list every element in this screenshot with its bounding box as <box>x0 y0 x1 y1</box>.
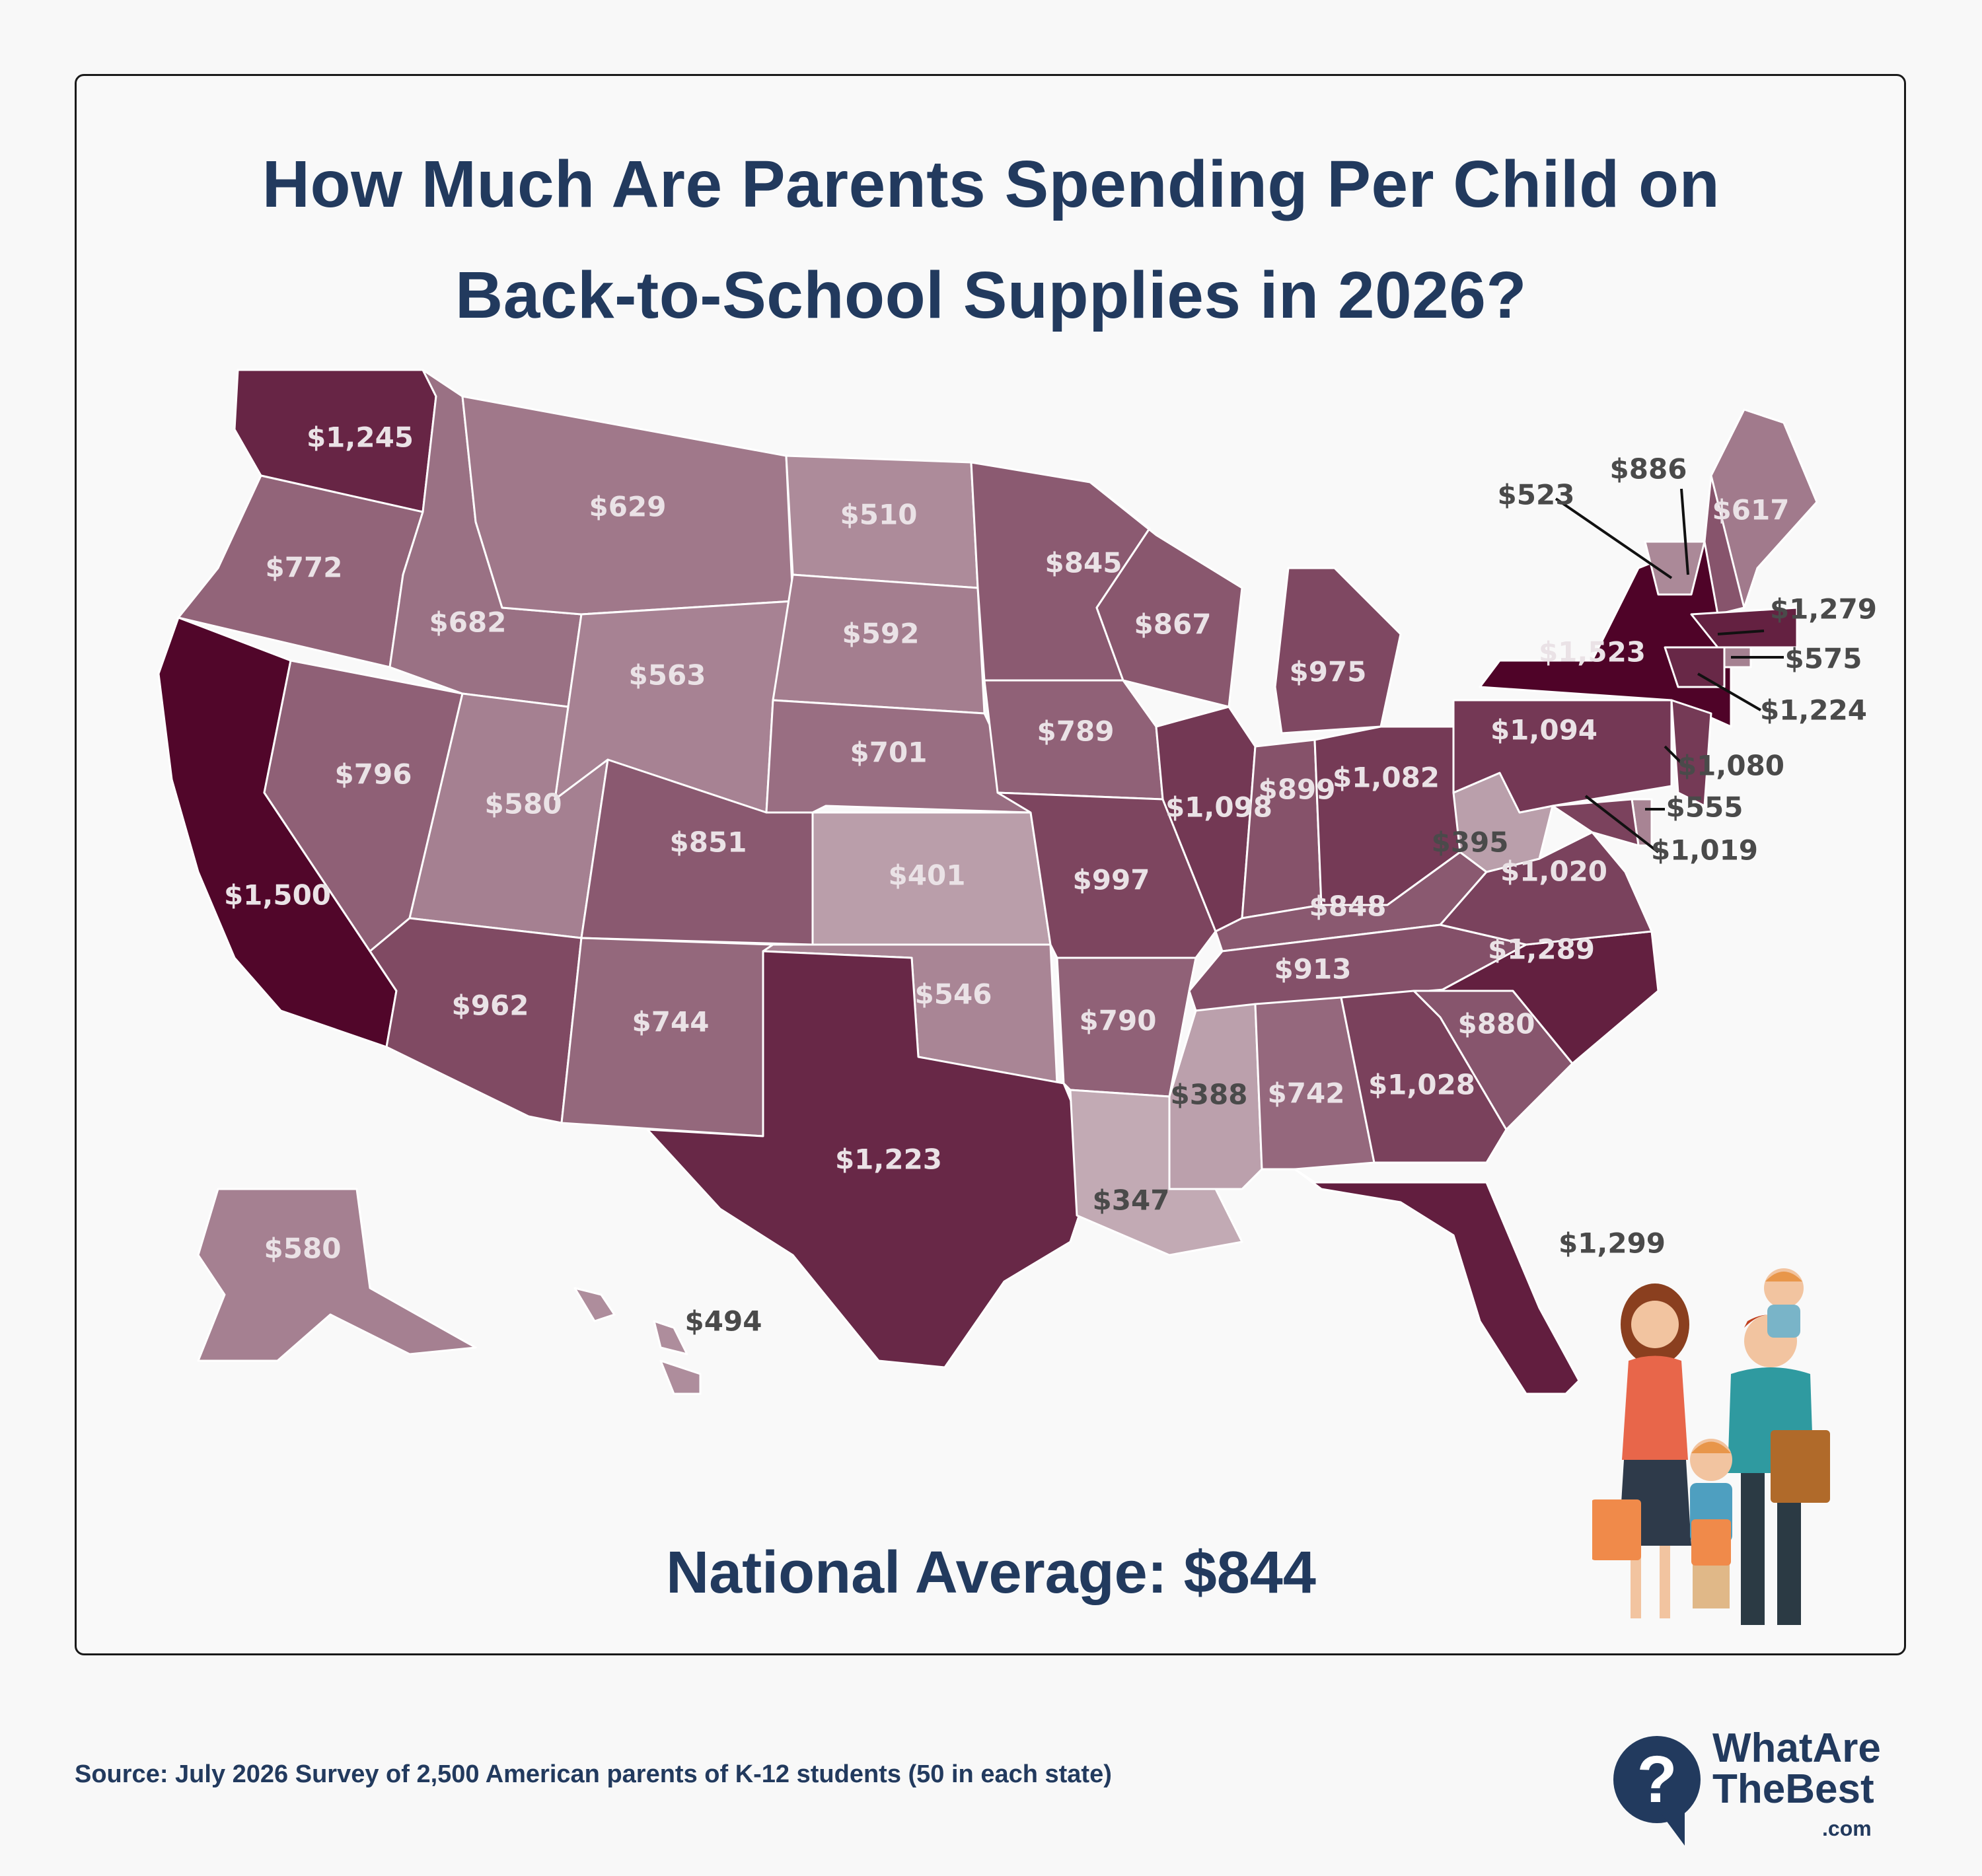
mother-shopping-bag <box>1592 1499 1641 1560</box>
page-title: How Much Are Parents Spending Per Child … <box>0 129 1982 351</box>
value-label-mo: $997 <box>1073 864 1150 896</box>
state-ct <box>1664 646 1726 688</box>
state-pa <box>1452 699 1673 814</box>
value-label-wa: $1,245 <box>307 421 414 454</box>
leader-lines-layer <box>1555 488 1784 853</box>
value-label-ms: $388 <box>1171 1079 1248 1111</box>
family-illustration <box>1592 1268 1830 1625</box>
value-label-wy: $563 <box>629 659 706 692</box>
value-label-wi: $867 <box>1134 608 1212 641</box>
value-label-al: $742 <box>1268 1077 1345 1110</box>
states-layer <box>157 369 1818 1395</box>
value-label-nd: $510 <box>840 499 918 531</box>
value-label-mt: $629 <box>589 491 667 523</box>
value-label-ia: $789 <box>1037 715 1115 748</box>
value-label-ma: $1,279 <box>1770 593 1877 626</box>
whatarethebest-logo[interactable]: ? WhatAre TheBest .com <box>1612 1724 1909 1856</box>
value-label-nv: $796 <box>335 758 412 791</box>
leader-line-nj <box>1664 745 1683 764</box>
value-label-ne: $701 <box>850 737 928 769</box>
leader-line-md <box>1584 795 1660 853</box>
value-label-ak: $580 <box>264 1233 342 1265</box>
father-shopping-bag <box>1771 1430 1830 1503</box>
value-label-or: $772 <box>266 552 343 584</box>
value-label-ct: $1,224 <box>1760 694 1867 727</box>
value-label-fl: $1,299 <box>1559 1227 1666 1260</box>
value-label-sd: $592 <box>842 618 920 650</box>
state-ne <box>765 699 1032 814</box>
value-label-ks: $401 <box>889 859 966 892</box>
state-fl <box>1294 1168 1580 1395</box>
value-label-ny: $1,523 <box>1539 636 1646 668</box>
value-label-sc: $880 <box>1458 1008 1535 1040</box>
value-label-ut: $580 <box>485 788 562 820</box>
value-label-de: $555 <box>1666 791 1743 824</box>
title-line-1: How Much Are Parents Spending Per Child … <box>262 147 1720 221</box>
state-md <box>1551 798 1640 847</box>
state-tx <box>646 950 1098 1369</box>
source-note: Source: July 2026 Survey of 2,500 Americ… <box>75 1760 1112 1788</box>
value-label-az: $962 <box>452 990 529 1022</box>
leader-line-ct <box>1697 672 1762 711</box>
value-label-ri: $575 <box>1785 643 1862 675</box>
state-me <box>1710 408 1818 609</box>
state-ak <box>197 1188 477 1362</box>
value-label-va: $1,020 <box>1500 855 1607 888</box>
title-line-2: Back-to-School Supplies in 2026? <box>455 258 1527 332</box>
value-label-ca: $1,500 <box>224 879 331 912</box>
value-label-ar: $790 <box>1080 1005 1157 1037</box>
value-label-md: $1,019 <box>1651 834 1758 867</box>
value-label-me: $617 <box>1712 494 1790 526</box>
logo-line-1: WhatAre <box>1712 1725 1881 1771</box>
value-label-ga: $1,028 <box>1368 1069 1475 1101</box>
question-mark-icon: ? <box>1613 1736 1701 1823</box>
value-label-wv: $395 <box>1432 826 1509 859</box>
value-label-in: $899 <box>1259 774 1336 806</box>
value-label-nj: $1,080 <box>1677 750 1784 782</box>
value-label-ky: $848 <box>1309 890 1387 923</box>
value-label-co: $851 <box>670 826 747 859</box>
leader-line-ma <box>1717 630 1765 635</box>
leader-line-vt <box>1555 497 1673 579</box>
state-nj <box>1670 699 1712 807</box>
state-mi <box>1274 567 1402 735</box>
value-label-mn: $845 <box>1045 547 1122 579</box>
value-label-tx: $1,223 <box>835 1143 942 1176</box>
state-wi <box>1089 481 1243 708</box>
value-label-mi: $975 <box>1290 656 1367 688</box>
value-labels-layer: $1,245 $772 $1,500 $796 $682 $629 $563 $580 $962… <box>224 421 1877 1338</box>
state-al <box>1254 996 1376 1171</box>
value-label-ok: $546 <box>915 978 992 1011</box>
mother-face <box>1631 1301 1679 1348</box>
national-average: National Average: $844 <box>666 1540 1316 1606</box>
value-label-vt: $523 <box>1498 479 1575 511</box>
logo-line-2: TheBest <box>1712 1766 1874 1812</box>
logo-speech-tail <box>1658 1810 1685 1846</box>
value-label-pa: $1,094 <box>1490 714 1597 746</box>
logo-line-3: .com <box>1822 1817 1872 1840</box>
mother-shirt <box>1622 1355 1688 1460</box>
state-hi <box>573 1287 702 1395</box>
value-label-oh: $1,082 <box>1333 762 1440 794</box>
value-label-id: $682 <box>429 606 507 639</box>
value-label-nc: $1,289 <box>1488 933 1595 966</box>
leader-line-nh <box>1680 488 1689 575</box>
value-label-il: $1,098 <box>1165 791 1272 824</box>
value-label-nm: $744 <box>632 1006 710 1038</box>
value-label-nh: $886 <box>1610 453 1687 486</box>
value-label-hi: $494 <box>685 1305 762 1338</box>
state-ma <box>1690 606 1798 649</box>
value-label-la: $347 <box>1093 1184 1170 1217</box>
value-label-tn: $913 <box>1274 953 1352 986</box>
